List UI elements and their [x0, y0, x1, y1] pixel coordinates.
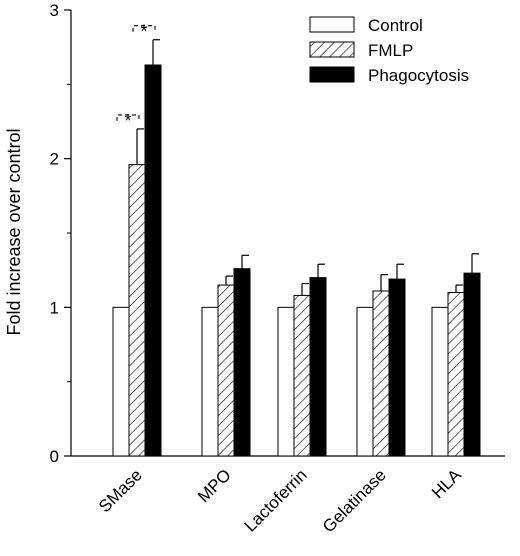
- legend: Control FMLP Phagocytosis: [309, 16, 469, 85]
- y-tick-label: 3: [50, 1, 59, 20]
- y-tick-label: 0: [50, 447, 59, 466]
- significance-star: *: [124, 111, 131, 131]
- bar: [431, 306, 449, 457]
- bar: [463, 272, 481, 457]
- bar: [447, 291, 465, 457]
- significance-bracket: [132, 25, 156, 32]
- legend-label: Phagocytosis: [368, 66, 469, 85]
- bar: [128, 164, 146, 457]
- significance-bracket: [116, 114, 140, 121]
- bar: [277, 306, 295, 457]
- x-category-label: MPO: [194, 465, 235, 506]
- bar: [217, 284, 235, 457]
- bar: [372, 290, 390, 457]
- x-category-label: SMase: [95, 465, 146, 516]
- legend-swatch: [309, 66, 355, 83]
- bar: [309, 277, 327, 457]
- bar: [388, 278, 406, 457]
- bar: [233, 268, 251, 457]
- bar: [356, 306, 374, 457]
- y-tick-label: 1: [50, 298, 59, 317]
- bar: [293, 294, 311, 457]
- x-category-label: Gelatinase: [319, 465, 390, 536]
- bar: [201, 306, 219, 457]
- x-category-label: HLA: [428, 465, 465, 502]
- y-tick-label: 2: [50, 150, 59, 169]
- legend-swatch: [309, 41, 355, 58]
- bar: [112, 306, 130, 457]
- significance-star: *: [140, 22, 147, 42]
- legend-label: Control: [368, 16, 423, 35]
- legend-swatch: [309, 16, 355, 33]
- legend-label: FMLP: [368, 41, 413, 60]
- x-category-label: Lactoferrin: [241, 465, 311, 535]
- bar: [144, 64, 162, 457]
- y-axis-label: Fold increase over control: [4, 128, 24, 335]
